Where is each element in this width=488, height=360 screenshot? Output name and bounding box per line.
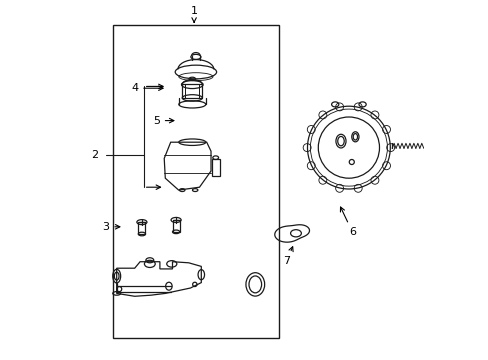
Bar	[138, 222, 145, 234]
Bar	[113, 25, 278, 338]
Bar	[172, 220, 179, 232]
Text: 5: 5	[152, 116, 174, 126]
Text: 3: 3	[102, 222, 120, 232]
Bar	[182, 84, 202, 98]
Text: 7: 7	[283, 247, 292, 266]
Text: 4: 4	[131, 83, 163, 93]
Text: 1: 1	[190, 6, 197, 22]
Bar	[211, 159, 219, 176]
Text: 2: 2	[91, 150, 99, 160]
Text: 6: 6	[340, 207, 355, 237]
